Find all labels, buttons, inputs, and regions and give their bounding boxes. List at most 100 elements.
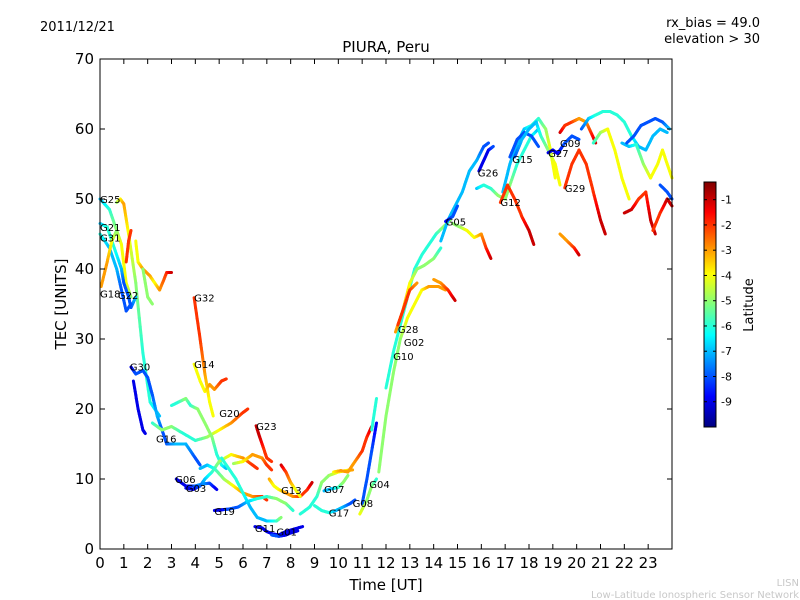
- tec-arc-30: [360, 421, 378, 505]
- tec-point: [603, 230, 607, 236]
- colorbar-tick-label: -7: [721, 345, 732, 358]
- tec-arc-12: [192, 296, 215, 418]
- rx-bias-label: rx_bias = 49.0: [666, 16, 760, 31]
- tec-point: [156, 412, 162, 418]
- tec-arc-22: [270, 529, 300, 538]
- tec-arc-52: [620, 141, 674, 180]
- tec-arc-1: [115, 197, 162, 418]
- tec-arc-17: [212, 495, 295, 512]
- x-tick-label: 9: [310, 554, 320, 572]
- plot-frame: [99, 58, 673, 550]
- tec-arc-47: [558, 117, 598, 145]
- tec-arc-27: [313, 498, 357, 515]
- x-tick-label: 0: [95, 554, 105, 572]
- satellite-label-g22: G22: [118, 291, 138, 302]
- colorbar-tick-label: -4: [721, 269, 732, 282]
- satellite-label-g01: G01: [276, 528, 296, 539]
- satellite-label-g15: G15: [512, 155, 532, 166]
- satellite-label-g23: G23: [256, 422, 276, 433]
- tec-point: [133, 295, 138, 300]
- satellite-label-g06: G06: [175, 475, 195, 486]
- tec-arc-10: [150, 407, 250, 442]
- tec-arc-44: [498, 183, 536, 246]
- y-tick-label: 20: [75, 400, 94, 418]
- tec-arc-18: [220, 456, 283, 523]
- satellite-label-g07: G07: [324, 485, 344, 496]
- tec-arc-45: [513, 120, 562, 187]
- y-tick-label: 50: [75, 190, 94, 208]
- x-tick-label: 22: [615, 554, 634, 572]
- tec-point: [128, 302, 133, 307]
- satellite-label-g31: G31: [100, 234, 120, 245]
- satellite-label-g02: G02: [404, 338, 424, 349]
- y-tick-label: 70: [75, 50, 94, 68]
- colorbar-tick-label: -5: [721, 295, 732, 308]
- x-tick-label: 19: [543, 554, 562, 572]
- tec-point: [577, 252, 581, 257]
- tec-arc-29: [358, 477, 378, 516]
- y-tick-label: 0: [84, 540, 94, 558]
- tec-arc-31: [370, 397, 378, 432]
- satellite-label-g17: G17: [329, 509, 349, 520]
- colorbar-tick-label: -3: [721, 244, 732, 257]
- satellite-label-g20: G20: [219, 409, 239, 420]
- x-tick-label: 21: [591, 554, 610, 572]
- satellite-label-g05: G05: [446, 217, 466, 228]
- elevation-label: elevation > 30: [664, 32, 760, 47]
- colorbar-tick-label: -6: [721, 320, 732, 333]
- x-tick-label: 8: [286, 554, 296, 572]
- colorbar-tick-label: -1: [721, 194, 732, 207]
- y-tick-label: 10: [75, 470, 94, 488]
- tec-arc-39: [451, 222, 493, 260]
- x-tick-label: 18: [519, 554, 538, 572]
- tec-arc-37: [439, 141, 490, 243]
- tec-arc-55: [658, 183, 674, 201]
- satellite-label-g11: G11: [255, 524, 275, 535]
- satellite-label-g21: G21: [100, 223, 120, 234]
- tec-point: [557, 180, 562, 187]
- tec-point: [438, 246, 443, 251]
- x-tick-label: 13: [400, 554, 419, 572]
- credit-lisn: LISN: [777, 578, 799, 589]
- y-tick-label: 30: [75, 330, 94, 348]
- x-tick-label: 15: [448, 554, 467, 572]
- tec-point: [310, 481, 314, 485]
- tec-point: [298, 494, 302, 498]
- tec-arc-49: [563, 148, 607, 236]
- tec-point: [536, 143, 540, 148]
- tec-point: [374, 421, 378, 428]
- tec-arc-56: [651, 197, 674, 232]
- colorbar-gradient: [703, 181, 717, 428]
- tec-arc-11: [170, 397, 228, 470]
- tec-arc-53: [622, 190, 657, 236]
- colorbar-tick-label: -2: [721, 219, 732, 232]
- satellite-label-g30: G30: [130, 362, 150, 373]
- satellite-label-g29: G29: [565, 184, 585, 195]
- tec-arc-54: [625, 117, 672, 145]
- x-tick-label: 16: [472, 554, 491, 572]
- tec-arc-46: [546, 134, 581, 155]
- colorbar: -1 -2 -3 -4 -5 -6 -7 -8 -9: [703, 181, 732, 428]
- y-axis-label: TEC [UNITS]: [52, 259, 70, 351]
- tec-point: [653, 230, 657, 236]
- tec-arc-6: [134, 239, 173, 292]
- tec-point: [374, 477, 378, 482]
- tec-arc-7: [141, 267, 154, 306]
- tec-point: [128, 293, 133, 299]
- x-tick-label: 7: [262, 554, 272, 572]
- satellite-label-g12: G12: [500, 198, 520, 209]
- colorbar-tick-label: -8: [721, 370, 732, 383]
- colorbar-tick-label: -9: [721, 396, 732, 409]
- credit-network: Low-Latitude Ionospheric Sensor Network: [591, 590, 799, 600]
- tec-arc-35: [396, 281, 419, 327]
- tec-arc-38: [444, 204, 459, 223]
- chart-title: PIURA, Peru: [342, 38, 429, 56]
- tec-point: [269, 467, 274, 472]
- satellite-label-g26: G26: [478, 168, 498, 179]
- y-tick-label: 60: [75, 120, 94, 138]
- x-axis-label: Time [UT]: [348, 576, 422, 594]
- tec-arc-13: [192, 362, 228, 393]
- satellite-label-g32: G32: [194, 294, 214, 305]
